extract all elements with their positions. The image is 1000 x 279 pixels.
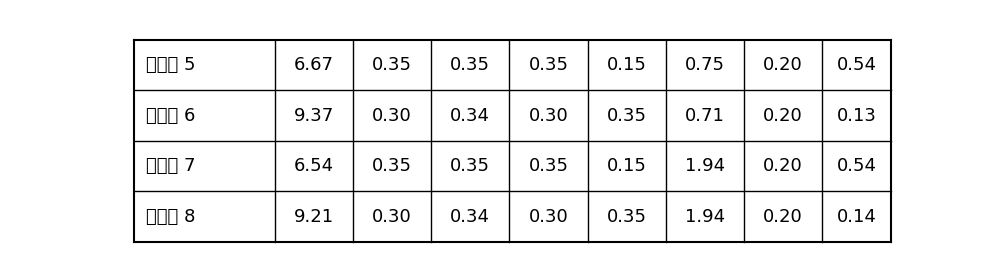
Text: 实施例 5: 实施例 5 bbox=[146, 56, 195, 74]
Text: 实施例 7: 实施例 7 bbox=[146, 157, 195, 175]
Text: 0.30: 0.30 bbox=[372, 107, 412, 125]
Text: 0.13: 0.13 bbox=[837, 107, 876, 125]
Text: 0.34: 0.34 bbox=[450, 107, 490, 125]
Text: 0.54: 0.54 bbox=[837, 56, 877, 74]
Text: 1.94: 1.94 bbox=[685, 157, 725, 175]
Text: 0.20: 0.20 bbox=[763, 56, 803, 74]
Text: 0.15: 0.15 bbox=[607, 157, 647, 175]
Text: 0.54: 0.54 bbox=[837, 157, 877, 175]
Text: 0.71: 0.71 bbox=[685, 107, 725, 125]
Text: 9.21: 9.21 bbox=[294, 208, 334, 226]
Text: 0.35: 0.35 bbox=[607, 107, 647, 125]
Text: 0.35: 0.35 bbox=[607, 208, 647, 226]
Text: 0.30: 0.30 bbox=[529, 107, 568, 125]
Text: 0.30: 0.30 bbox=[372, 208, 412, 226]
Text: 1.94: 1.94 bbox=[685, 208, 725, 226]
Text: 实施例 8: 实施例 8 bbox=[146, 208, 195, 226]
Text: 0.35: 0.35 bbox=[450, 56, 490, 74]
Text: 9.37: 9.37 bbox=[294, 107, 334, 125]
Text: 实施例 6: 实施例 6 bbox=[146, 107, 195, 125]
Text: 0.75: 0.75 bbox=[685, 56, 725, 74]
Text: 0.35: 0.35 bbox=[450, 157, 490, 175]
Text: 0.35: 0.35 bbox=[529, 157, 569, 175]
Text: 6.54: 6.54 bbox=[294, 157, 334, 175]
Text: 0.20: 0.20 bbox=[763, 208, 803, 226]
Text: 0.35: 0.35 bbox=[529, 56, 569, 74]
Text: 0.35: 0.35 bbox=[372, 56, 412, 74]
Text: 0.34: 0.34 bbox=[450, 208, 490, 226]
Text: 0.30: 0.30 bbox=[529, 208, 568, 226]
Text: 0.20: 0.20 bbox=[763, 107, 803, 125]
Text: 0.15: 0.15 bbox=[607, 56, 647, 74]
Text: 0.14: 0.14 bbox=[837, 208, 876, 226]
Text: 6.67: 6.67 bbox=[294, 56, 334, 74]
Text: 0.20: 0.20 bbox=[763, 157, 803, 175]
Text: 0.35: 0.35 bbox=[372, 157, 412, 175]
